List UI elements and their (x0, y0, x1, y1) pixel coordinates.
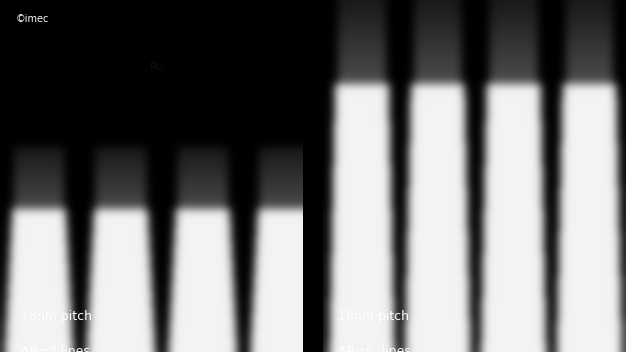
Text: 18nm pitch: 18nm pitch (21, 310, 92, 323)
Text: 18nm pitch: 18nm pitch (338, 310, 409, 323)
Text: AR=3 lines: AR=3 lines (21, 345, 90, 352)
Text: ©imec: ©imec (15, 14, 49, 24)
Text: Ru: Ru (150, 62, 165, 72)
Text: AR=6  lines: AR=6 lines (338, 345, 411, 352)
